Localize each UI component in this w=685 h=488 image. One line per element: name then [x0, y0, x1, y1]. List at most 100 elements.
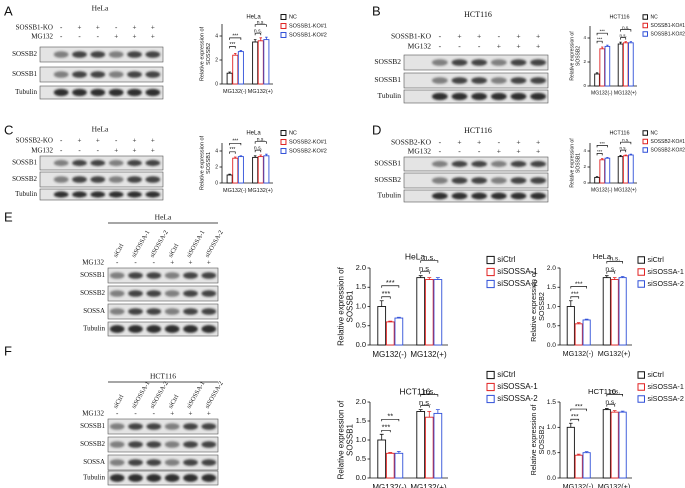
blot-band — [109, 325, 125, 333]
blot-band — [108, 176, 124, 183]
significance-label: n.s. — [257, 137, 265, 143]
legend-label: siCtrl — [647, 370, 664, 379]
legend-swatch — [642, 14, 648, 20]
blot-band — [128, 441, 143, 448]
legend-swatch — [486, 370, 495, 380]
significance-bracket — [381, 429, 391, 433]
bar — [594, 176, 600, 184]
blot-band — [108, 71, 124, 78]
blot-band — [128, 272, 143, 279]
condition-sign: + — [477, 32, 481, 41]
bar — [574, 454, 583, 479]
legend-label: siSOSSA-1 — [497, 382, 538, 391]
condition-label: MG132 — [31, 147, 53, 155]
legend-label: siSOSSA-2 — [647, 394, 683, 403]
legend-label: SOSSB2-KO#1 — [651, 139, 685, 145]
condition-sign: + — [96, 137, 100, 145]
band-label: Tubulin — [378, 191, 402, 200]
blot-band — [109, 474, 125, 482]
blot-band — [90, 51, 106, 58]
blot-band — [164, 272, 180, 279]
bar — [226, 72, 233, 85]
blot-band — [146, 308, 162, 315]
error-bar — [427, 411, 432, 418]
blot-band — [90, 159, 106, 167]
bar — [416, 411, 426, 479]
significance-label: n.s. — [605, 266, 616, 273]
significance-bracket — [381, 285, 400, 288]
band-label: Tubulin — [83, 474, 105, 482]
bar — [257, 156, 264, 184]
error-bar — [253, 39, 257, 42]
bar — [394, 317, 404, 346]
legend-label: SOSSB1-KO#1 — [289, 23, 327, 29]
bar — [263, 155, 270, 184]
error-bar — [379, 300, 384, 307]
chart-title: HeLa — [405, 251, 426, 261]
significance-bracket — [254, 141, 267, 144]
blot-band — [183, 459, 198, 466]
bar — [618, 277, 627, 346]
y-tick-label: 0 — [215, 180, 218, 186]
blot-band — [164, 325, 180, 333]
legend-label: NC — [651, 14, 659, 20]
error-bar — [619, 41, 622, 44]
legend-swatch — [642, 138, 648, 145]
significance-label: n.s. — [609, 256, 620, 263]
y-tick-label: 4 — [215, 33, 218, 39]
y-tick-label: 0.5 — [356, 454, 366, 463]
chart-title: HCT116 — [609, 130, 629, 136]
blot-band — [451, 59, 468, 66]
condition-sign: - — [458, 42, 461, 51]
error-bar — [379, 433, 384, 440]
bar — [385, 321, 395, 346]
condition-label: SOSSB2-KO — [391, 138, 432, 147]
x-tick-label: MG132(-) — [591, 90, 613, 96]
band-label: Tubulin — [83, 325, 105, 333]
condition-sign: - — [439, 147, 442, 156]
blot-band — [146, 290, 162, 297]
condition-sign: + — [457, 138, 461, 147]
x-tick-label: MG132(-) — [563, 482, 594, 488]
error-bar — [435, 277, 440, 280]
bar — [237, 156, 244, 184]
condition-label: SOSSB1-KO — [391, 32, 432, 41]
y-tick-label: 0 — [215, 81, 218, 87]
y-tick-label: 2.0 — [547, 265, 557, 272]
blot-band — [53, 88, 69, 97]
blot-band — [431, 92, 448, 101]
blot-band — [53, 51, 69, 58]
blot-band — [183, 308, 198, 315]
condition-sign: - — [134, 259, 137, 267]
significance-bracket — [254, 149, 262, 153]
y-tick-label: 4 — [583, 148, 586, 153]
significance-label: n.s. — [622, 25, 629, 30]
significance-bracket — [229, 151, 236, 154]
chart-title: HCT116 — [399, 386, 430, 396]
significance-label: ** — [387, 411, 393, 420]
blot-band — [128, 459, 143, 466]
condition-sign: + — [516, 138, 520, 147]
band-label: Tubulin — [15, 190, 37, 198]
x-tick-label: MG132(-) — [223, 89, 247, 95]
significance-label: n.s. — [257, 20, 265, 26]
error-bar — [265, 153, 268, 156]
error-bar — [605, 408, 609, 410]
error-bar — [629, 153, 633, 155]
condition-sign: - — [60, 33, 63, 41]
band-label: Tubulin — [378, 91, 402, 100]
error-bar — [606, 44, 609, 47]
significance-bracket — [570, 286, 587, 289]
condition-sign: + — [189, 410, 193, 418]
legend-swatch — [486, 279, 495, 289]
significance-label: *** — [232, 139, 238, 145]
blot-band — [128, 423, 143, 430]
panel-label: A — [4, 3, 13, 18]
band-label: SOSSA — [83, 458, 105, 466]
legend-swatch — [280, 148, 287, 154]
significance-bracket — [229, 46, 236, 49]
band-label: SOSSB2 — [12, 50, 37, 58]
y-axis-label: SOSSB2 — [575, 46, 581, 66]
condition-sign: - — [498, 32, 501, 41]
significance-bracket — [620, 29, 632, 32]
